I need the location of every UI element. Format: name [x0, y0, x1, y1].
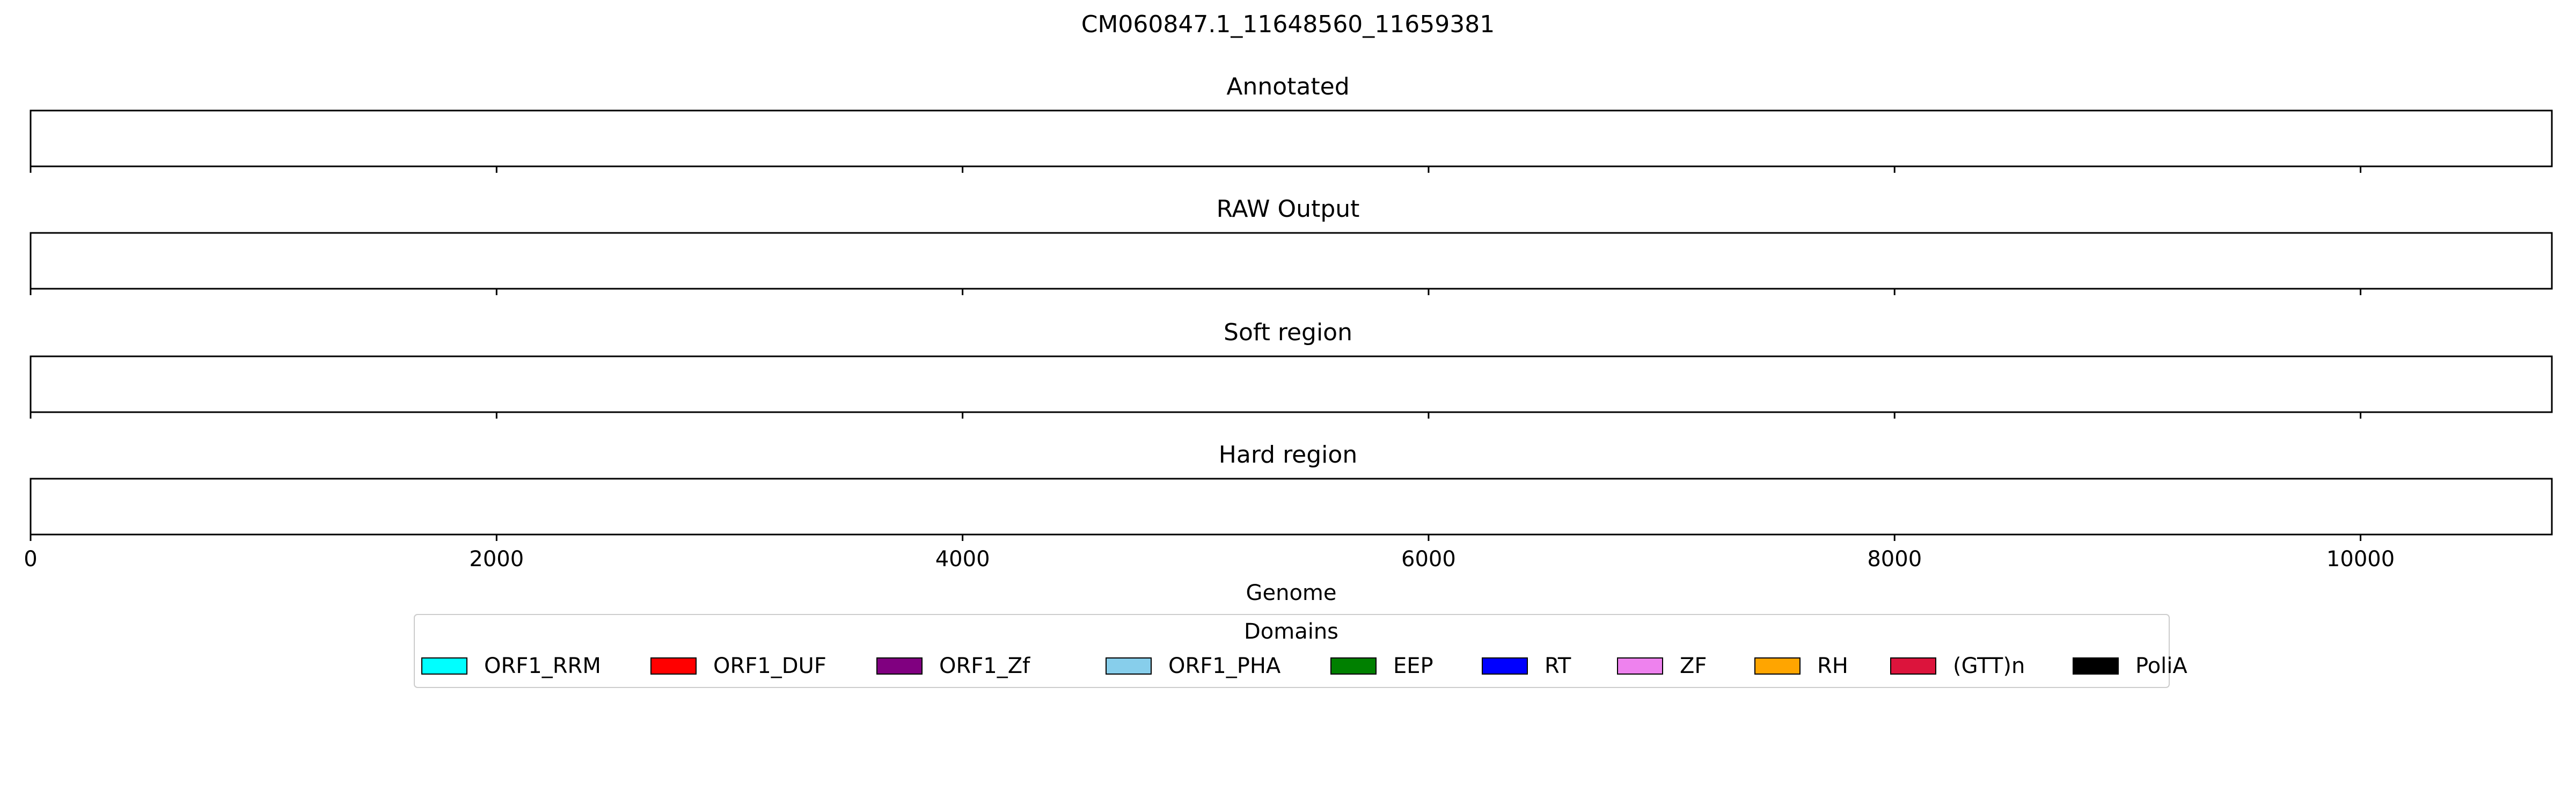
legend-label: ORF1_Zf	[939, 654, 1030, 678]
x-axis-ticks: 0 2000 4000 6000 8000 10000	[24, 166, 2395, 572]
legend-label: ORF1_PHA	[1168, 654, 1281, 678]
x-tick-label: 4000	[935, 547, 990, 572]
track-title-raw-output: RAW Output	[1217, 195, 1360, 223]
legend-label: EEP	[1393, 654, 1433, 678]
legend-swatch	[1106, 657, 1152, 675]
x-tick-label: 2000	[469, 547, 524, 572]
x-tick-label: 10000	[2326, 547, 2395, 572]
x-axis-label: Genome	[1246, 581, 1336, 605]
legend-swatch	[876, 657, 923, 675]
legend-label: ORF1_DUF	[713, 654, 826, 678]
track-frame-annotated	[30, 109, 2553, 167]
legend-label: ZF	[1680, 654, 1707, 678]
legend-swatch	[650, 657, 697, 675]
legend-swatch	[2073, 657, 2119, 675]
chart-title: CM060847.1_11648560_11659381	[1081, 11, 1495, 38]
legend-label: RT	[1545, 654, 1571, 678]
legend-swatch	[421, 657, 467, 675]
x-tick-label: 6000	[1401, 547, 1456, 572]
legend-title: Domains	[1244, 619, 1338, 644]
legend-swatch	[1330, 657, 1377, 675]
legend-label: PoliA	[2135, 654, 2187, 678]
track-frame-raw-output	[30, 232, 2553, 290]
x-tick-label: 0	[24, 547, 37, 572]
track-title-annotated: Annotated	[1226, 73, 1349, 100]
track-title-hard-region: Hard region	[1219, 441, 1357, 469]
legend-frame	[414, 614, 2170, 688]
legend-swatch	[1754, 657, 1801, 675]
track-frame-hard-region	[30, 478, 2553, 536]
legend: Domains ORF1_RRM ORF1_DUF ORF1_Zf ORF1_PHA E…	[414, 614, 2187, 688]
legend-swatch	[1890, 657, 1936, 675]
legend-label: (GTT)n	[1953, 654, 2025, 678]
legend-label: RH	[1817, 654, 1848, 678]
legend-swatch	[1482, 657, 1528, 675]
track-frame-soft-region	[30, 355, 2553, 413]
track-title-soft-region: Soft region	[1224, 319, 1352, 346]
legend-label: ORF1_RRM	[484, 654, 601, 678]
x-tick-label: 8000	[1867, 547, 1922, 572]
legend-swatch	[1617, 657, 1663, 675]
